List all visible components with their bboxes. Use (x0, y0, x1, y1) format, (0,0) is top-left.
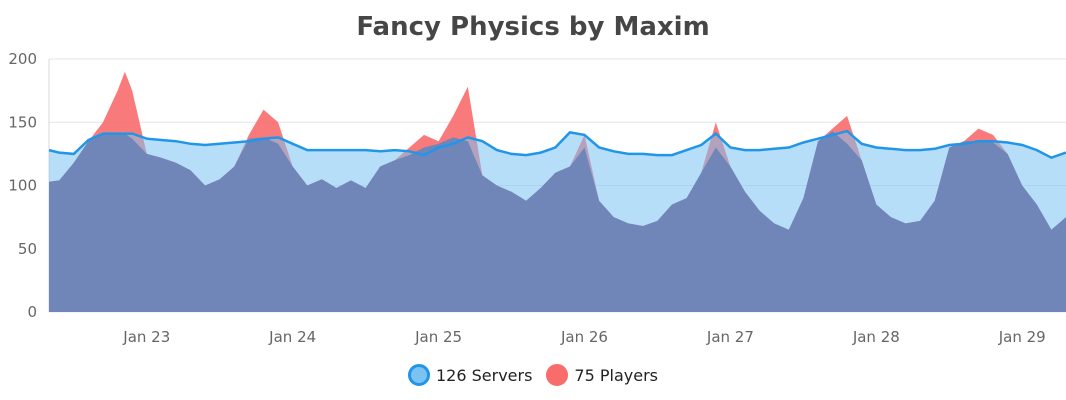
legend-item-players[interactable]: 75 Players (546, 364, 658, 386)
y-tick-label: 150 (8, 113, 37, 131)
y-tick-label: 200 (8, 50, 37, 68)
areas (48, 71, 1066, 312)
legend: 126 Servers 75 Players (0, 364, 1066, 386)
x-tick-label: Jan 24 (268, 328, 316, 346)
x-tick-label: Jan 26 (560, 328, 608, 346)
legend-label-servers: 126 Servers (435, 365, 533, 385)
legend-item-servers[interactable]: 126 Servers (407, 364, 533, 386)
chart-title: Fancy Physics by Maxim (356, 12, 710, 42)
y-axis: 0 50 100 150 200 (8, 50, 37, 321)
y-tick-label: 100 (8, 177, 37, 195)
series-overlap-area (49, 131, 1066, 312)
x-tick-label: Jan 27 (706, 328, 754, 346)
x-axis: Jan 23 Jan 24 Jan 25 Jan 26 Jan 27 Jan 28 Jan … (122, 328, 1045, 346)
x-tick-label: Jan 29 (998, 328, 1046, 346)
legend-swatch-servers (407, 364, 430, 386)
y-tick-label: 0 (27, 303, 37, 321)
x-tick-label: Jan 25 (414, 328, 462, 346)
y-tick-label: 50 (18, 240, 37, 258)
legend-label-players: 75 Players (574, 365, 658, 385)
legend-swatch-players (546, 364, 569, 386)
x-tick-label: Jan 23 (122, 328, 170, 346)
series-servers-line (48, 129, 1066, 160)
x-tick-label: Jan 28 (852, 328, 900, 346)
